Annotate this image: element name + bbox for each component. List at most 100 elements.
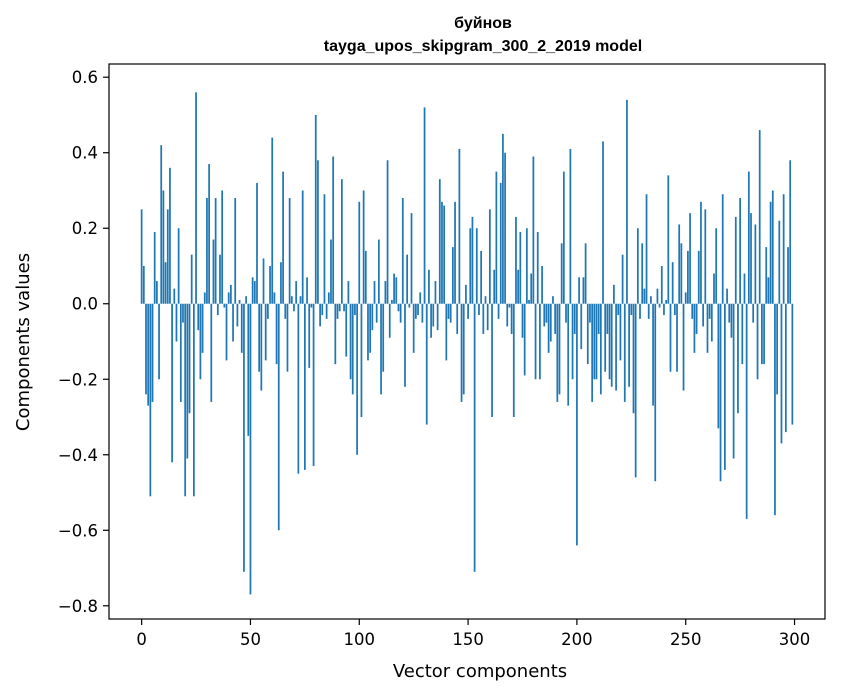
bar (569, 148, 572, 304)
bar (177, 228, 180, 304)
y-tick-label: −0.2 (58, 370, 98, 389)
bar (179, 303, 182, 402)
bar (451, 247, 454, 304)
y-tick-label: 0.2 (72, 219, 98, 238)
bar (697, 250, 700, 304)
bar (314, 114, 317, 304)
bar (184, 303, 187, 497)
bar (530, 273, 533, 304)
bar (771, 190, 774, 304)
bar (504, 152, 506, 304)
x-tick-label: 250 (670, 630, 702, 649)
bar (619, 303, 622, 361)
bar (708, 303, 711, 319)
bar (219, 254, 221, 304)
bar (621, 254, 624, 304)
bar (669, 303, 672, 372)
bar (284, 303, 287, 319)
x-tick-label: 100 (344, 630, 376, 649)
bar (774, 303, 776, 516)
bar (419, 292, 422, 304)
bar (380, 303, 382, 395)
bar (608, 303, 611, 380)
bar (676, 303, 678, 372)
bar (238, 299, 241, 304)
bar (602, 141, 604, 304)
bar (486, 303, 489, 331)
bar (552, 296, 554, 304)
bar (547, 303, 550, 353)
bar (578, 277, 580, 304)
x-tick-label: 150 (452, 630, 484, 649)
bar (682, 303, 685, 391)
bar (741, 303, 744, 365)
bar (206, 198, 208, 304)
bar (460, 303, 463, 402)
bar (343, 303, 345, 312)
bar (330, 239, 332, 304)
x-tick-label: 200 (561, 630, 593, 649)
bar (277, 303, 280, 531)
bar (358, 201, 361, 304)
bar (271, 137, 274, 304)
bar (469, 228, 472, 304)
bar (576, 303, 578, 546)
bar (212, 239, 215, 304)
bar (565, 303, 567, 323)
bar (397, 303, 400, 312)
bar (660, 265, 663, 304)
bar (367, 303, 369, 361)
bar (715, 228, 718, 304)
bar (260, 303, 263, 391)
bar (630, 303, 633, 316)
bar (604, 303, 607, 372)
bar (153, 232, 156, 304)
bar (458, 148, 461, 304)
bar (430, 303, 432, 338)
bar (258, 303, 261, 372)
bar (691, 303, 694, 319)
bar (401, 198, 404, 304)
bar (199, 303, 202, 380)
y-axis-label: Components values (13, 253, 34, 431)
bar (623, 303, 626, 402)
bar (236, 303, 239, 327)
bar (595, 303, 598, 380)
bar (286, 303, 289, 372)
bar (589, 303, 591, 323)
bar (780, 303, 783, 444)
bar (658, 303, 661, 308)
bar (491, 303, 493, 418)
bar (349, 303, 352, 380)
bar (327, 292, 330, 304)
x-axis: 0 50 100 150 200 250 300 (136, 619, 810, 649)
bar (377, 239, 380, 304)
bar (214, 198, 217, 304)
bar (556, 303, 559, 402)
bar (438, 179, 441, 304)
x-tick-label: 0 (136, 630, 147, 649)
bar (388, 303, 391, 338)
bar (728, 303, 731, 323)
bar (508, 303, 511, 308)
bar (160, 145, 163, 304)
bar (197, 303, 200, 331)
bar (310, 303, 313, 308)
bar (497, 303, 500, 319)
bar (752, 303, 755, 323)
bar (158, 303, 160, 380)
bar (210, 303, 213, 402)
bar (280, 262, 282, 304)
bar (395, 277, 398, 304)
bar (410, 213, 413, 304)
bar (671, 262, 674, 304)
bar (253, 281, 256, 304)
bar (523, 303, 526, 376)
bar (545, 303, 548, 323)
bar (336, 303, 339, 319)
bar (700, 201, 702, 304)
bar (582, 277, 585, 304)
bar (408, 303, 411, 308)
bar (475, 228, 478, 304)
